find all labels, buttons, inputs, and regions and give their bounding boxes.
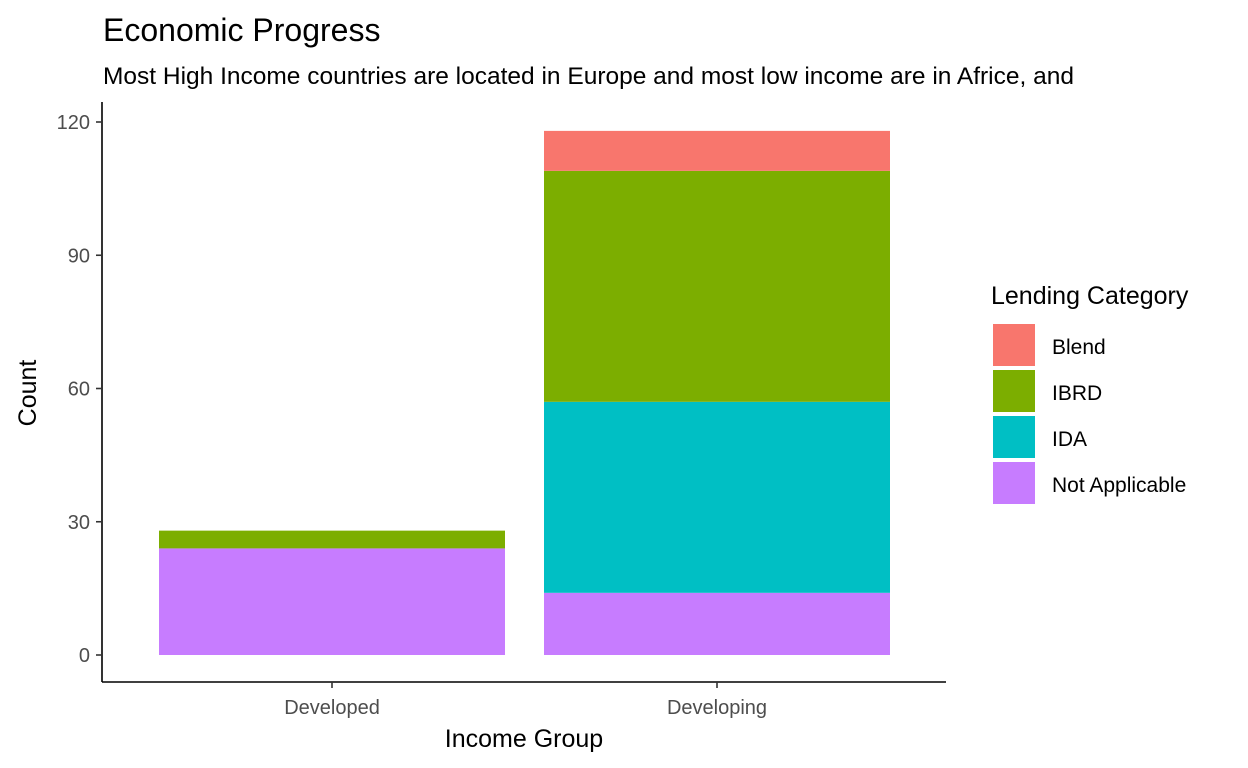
y-tick-label: 30	[68, 512, 90, 534]
bar-developed-ibrd	[159, 530, 505, 549]
legend-key-ibrd	[993, 370, 1035, 412]
y-tick-label: 90	[68, 245, 90, 267]
chart-title: Economic Progress	[103, 12, 380, 48]
y-ticks-group: 0 30 60 90 120	[57, 112, 102, 667]
legend-label-not-applicable: Not Applicable	[1052, 474, 1186, 497]
legend-label-ibrd: IBRD	[1052, 382, 1102, 405]
y-tick-label: 120	[57, 112, 90, 134]
legend-key-blend	[993, 324, 1035, 366]
legend-label-ida: IDA	[1052, 428, 1087, 451]
legend-label-blend: Blend	[1052, 336, 1106, 359]
legend-title: Lending Category	[991, 282, 1189, 310]
bar-developing-ibrd	[544, 170, 890, 402]
legend-key-not-applicable	[993, 462, 1035, 504]
bar-developing-ida	[544, 401, 890, 593]
bar-developing-blend	[544, 130, 890, 171]
legend-key-ida	[993, 416, 1035, 458]
legend: Lending Category Blend IBRD IDA Not Applica…	[991, 282, 1189, 504]
x-tick-label: Developed	[284, 697, 380, 719]
y-tick-label: 0	[79, 645, 90, 667]
x-axis-title: Income Group	[445, 725, 603, 753]
bars-group	[159, 130, 890, 655]
y-axis-title: Count	[14, 360, 42, 427]
chart-subtitle: Most High Income countries are located i…	[103, 63, 1074, 90]
x-ticks-group: Developed Developing	[284, 682, 767, 719]
bar-developed-not-applicable	[159, 548, 505, 655]
x-tick-label: Developing	[667, 697, 767, 719]
bar-developing-not-applicable	[544, 592, 890, 655]
y-tick-label: 60	[68, 379, 90, 401]
